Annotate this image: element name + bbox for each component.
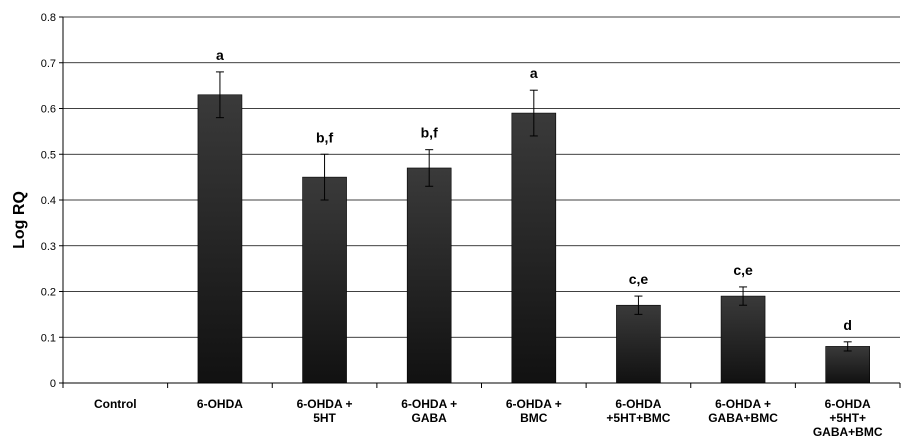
category-label: 6-OHDA +5HT [297, 397, 353, 425]
y-tick-label: 0.3 [41, 241, 56, 253]
bar [302, 176, 347, 384]
category-label-line: 6-OHDA [825, 397, 871, 411]
y-tick-label: 0.6 [41, 104, 56, 116]
significance-label: a [530, 65, 538, 81]
significance-label: d [843, 317, 852, 333]
category-label-line: +5HT+ [829, 411, 866, 425]
category-label: 6-OHDA [197, 397, 243, 411]
bar [406, 167, 452, 384]
category-label-line: 6-OHDA [197, 397, 243, 411]
significance-label: c,e [629, 271, 649, 287]
y-tick-label: 0.2 [41, 287, 56, 299]
category-label: 6-OHDA +5HT+ GABA+BMC [813, 397, 883, 439]
bar [825, 346, 870, 384]
labels: 0 0.1 0.2 0.3 0.4 0.5 0.6 0.7 0.8 Control a 6-OHDA b… [41, 12, 883, 439]
axes [59, 16, 901, 388]
category-label-line: GABA+BMC [813, 425, 883, 439]
significance-label: b,f [421, 125, 438, 141]
category-label-line: 6-OHDA + [297, 397, 353, 411]
bar [616, 304, 661, 384]
category-label: 6-OHDA + GABA+BMC [708, 397, 778, 425]
category-label-line: BMC [520, 411, 548, 425]
y-tick-label: 0.5 [41, 149, 56, 161]
category-label-line: 6-OHDA + [401, 397, 457, 411]
category-label-line: 5HT [313, 411, 336, 425]
bars [197, 71, 870, 384]
y-tick-label: 0.8 [41, 12, 56, 24]
y-tick-label: 0.4 [41, 195, 56, 207]
category-label: 6-OHDA + BMC [506, 397, 562, 425]
bar [720, 295, 766, 384]
significance-label: c,e [733, 262, 753, 278]
category-label: 6-OHDA +5HT+BMC [606, 397, 670, 425]
y-axis-title: Log RQ [11, 191, 28, 249]
category-label-line: 6-OHDA [615, 397, 661, 411]
category-label-line: +5HT+BMC [606, 411, 670, 425]
y-tick-label: 0 [50, 378, 56, 390]
category-label-line: GABA+BMC [708, 411, 778, 425]
y-tick-label: 0.1 [41, 332, 56, 344]
y-tick-label: 0.7 [41, 58, 56, 70]
category-label-line: Control [94, 397, 137, 411]
category-label-line: 6-OHDA + [506, 397, 562, 411]
category-label-line: 6-OHDA + [715, 397, 771, 411]
significance-label: a [216, 47, 224, 63]
gridlines [63, 16, 900, 338]
category-label-line: GABA [412, 411, 448, 425]
category-label: Control [94, 397, 137, 411]
category-label: 6-OHDA + GABA [401, 397, 457, 425]
significance-label: b,f [316, 129, 333, 145]
bar [197, 94, 243, 384]
bar [511, 112, 557, 384]
